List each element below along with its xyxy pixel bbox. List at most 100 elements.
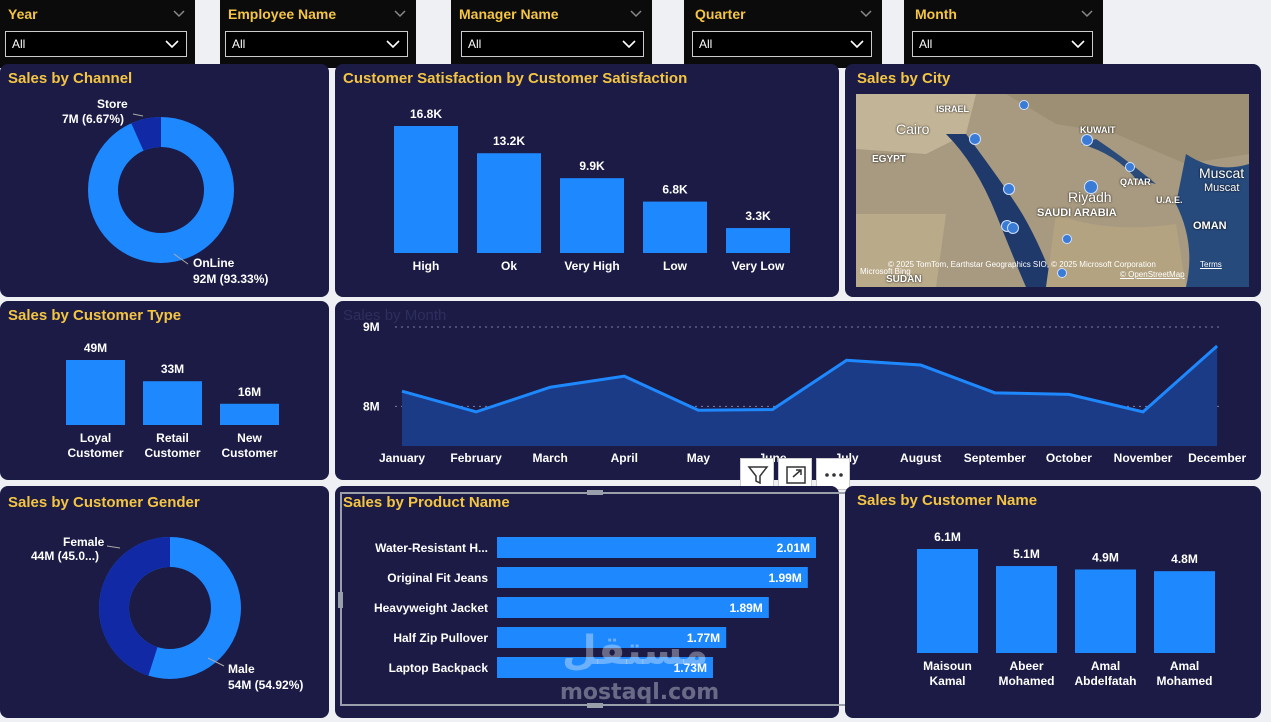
map-point[interactable] <box>1057 268 1067 278</box>
data-label: 9.9K <box>579 159 605 173</box>
donut-chart-gender: Female 44M (45.0...) Male 54M (54.92%) <box>31 535 303 692</box>
bar[interactable] <box>497 627 727 648</box>
slicer-label: Month <box>915 6 957 22</box>
category-label: Abeer <box>1009 659 1043 673</box>
map-point[interactable] <box>1003 183 1015 195</box>
chevron-down-icon[interactable] <box>394 7 406 19</box>
resize-handle[interactable] <box>587 703 603 708</box>
donut-slice-online[interactable] <box>88 117 234 263</box>
map-point[interactable] <box>1125 162 1135 172</box>
chevron-down-icon[interactable] <box>1081 7 1093 19</box>
map-terrain <box>856 94 1249 287</box>
slicer-label: Manager Name <box>459 6 559 22</box>
panel-sales-by-product-name[interactable]: Sales by Product Name 2.01M Water-Resista… <box>335 486 839 718</box>
bar[interactable] <box>643 201 707 253</box>
x-tick-label: February <box>450 451 502 465</box>
slicer-value: All <box>232 37 246 51</box>
leader-line-store <box>132 113 144 117</box>
panel-sales-by-channel[interactable]: Sales by Channel Store 7M (6.67%) OnLine… <box>0 64 329 297</box>
leader-line-female <box>106 545 121 549</box>
data-label: 1.99M <box>768 571 801 585</box>
bar[interactable] <box>143 381 202 425</box>
osm-link[interactable]: © OpenStreetMap <box>1120 270 1185 279</box>
bar[interactable] <box>917 549 978 653</box>
map-label-cairo: Cairo <box>896 121 930 137</box>
chevron-down-icon[interactable] <box>173 7 185 19</box>
data-label: 2.01M <box>777 541 810 555</box>
map-label-sudan: SUDAN <box>886 274 922 285</box>
map-terms-link[interactable]: Terms <box>1200 260 1222 269</box>
category-label: Abdelfatah <box>1074 674 1136 688</box>
bar[interactable] <box>66 360 125 425</box>
focus-mode-button[interactable] <box>778 458 812 490</box>
slicer-label: Employee Name <box>228 6 337 22</box>
category-label: Mohamed <box>1156 674 1212 688</box>
bar[interactable] <box>1154 571 1215 653</box>
bar[interactable] <box>726 228 790 253</box>
data-label: 16.8K <box>410 107 442 121</box>
bing-logo: Microsoft Bing <box>860 267 911 276</box>
slicer-year[interactable]: Year All <box>0 0 195 68</box>
map-point[interactable] <box>1084 180 1098 194</box>
slice-name-store: Store <box>97 97 128 111</box>
city-map[interactable]: ISRAEL Cairo EGYPT KUWAIT QATAR Riyadh S… <box>856 94 1249 287</box>
slicer-month[interactable]: Month All <box>904 0 1103 68</box>
data-label: 6.1M <box>934 530 961 544</box>
panel-customer-satisfaction[interactable]: Customer Satisfaction by Customer Satisf… <box>335 64 839 297</box>
bar[interactable] <box>996 566 1057 653</box>
map-point[interactable] <box>1007 222 1019 234</box>
bar[interactable] <box>1075 569 1136 653</box>
panel-title: Sales by City <box>857 70 951 87</box>
bar-chart-satisfaction: 16.8K High 13.2K Ok 9.9K Very High 6.8K Low 3.3K… <box>394 107 790 273</box>
slicer-dropdown[interactable]: All <box>5 31 187 57</box>
map-point[interactable] <box>1019 100 1029 110</box>
category-label: Customer <box>144 446 200 460</box>
bar[interactable] <box>497 567 808 588</box>
category-label: Kamal <box>929 674 965 688</box>
map-point[interactable] <box>969 133 981 145</box>
map-label-egypt: EGYPT <box>872 154 906 165</box>
resize-handle[interactable] <box>587 490 603 495</box>
bar[interactable] <box>477 153 541 253</box>
map-label-riyadh: Riyadh <box>1068 189 1112 205</box>
category-label: Half Zip Pullover <box>393 631 488 645</box>
chevron-down-icon[interactable] <box>860 7 872 19</box>
bar[interactable] <box>560 178 624 253</box>
more-options-button[interactable] <box>816 458 850 490</box>
bar[interactable] <box>497 597 769 618</box>
bar[interactable] <box>497 657 713 678</box>
slice-name-online: OnLine <box>193 256 235 270</box>
category-label: High <box>413 259 440 273</box>
panel-title: Sales by Channel <box>8 70 133 87</box>
map-point[interactable] <box>1081 134 1093 146</box>
bar[interactable] <box>394 126 458 253</box>
panel-sales-by-customer-type[interactable]: Sales by Customer Type 49M Loyal Customer 3… <box>0 301 329 480</box>
bar[interactable] <box>220 403 279 425</box>
panel-sales-by-month[interactable]: Sales by Month 9M 8M January February March A… <box>335 301 1261 480</box>
map-point[interactable] <box>1062 234 1072 244</box>
map-label-muscat: Muscat <box>1199 165 1245 181</box>
chevron-down-icon <box>165 40 179 49</box>
x-tick-label: May <box>687 451 711 465</box>
panel-sales-by-customer-name[interactable]: Sales by Customer Name 6.1M Maisoun Kamal 5… <box>845 486 1261 718</box>
donut-slice-female[interactable] <box>99 537 171 676</box>
donut-slice-store[interactable] <box>131 117 162 152</box>
slice-label-female: 44M (45.0...) <box>31 549 99 563</box>
bar[interactable] <box>497 537 816 558</box>
resize-handle[interactable] <box>338 592 343 608</box>
slicer-manager-name[interactable]: Manager Name All <box>451 0 652 68</box>
slice-name-male: Male <box>228 662 255 676</box>
panel-sales-by-customer-gender[interactable]: Sales by Customer Gender Female 44M (45.… <box>0 486 329 718</box>
data-label: 13.2K <box>493 134 525 148</box>
slicer-employee-name[interactable]: Employee Name All <box>220 0 416 68</box>
slice-label-online: 92M (93.33%) <box>193 272 268 286</box>
slicer-dropdown[interactable]: All <box>225 31 408 57</box>
slicer-dropdown[interactable]: All <box>692 31 872 57</box>
slicer-dropdown[interactable]: All <box>912 31 1093 57</box>
slicer-value: All <box>468 37 482 51</box>
category-label: Low <box>663 259 688 273</box>
slicer-dropdown[interactable]: All <box>461 31 644 57</box>
slicer-quarter[interactable]: Quarter All <box>684 0 882 68</box>
data-label: 4.9M <box>1092 550 1119 564</box>
chevron-down-icon[interactable] <box>630 7 642 19</box>
